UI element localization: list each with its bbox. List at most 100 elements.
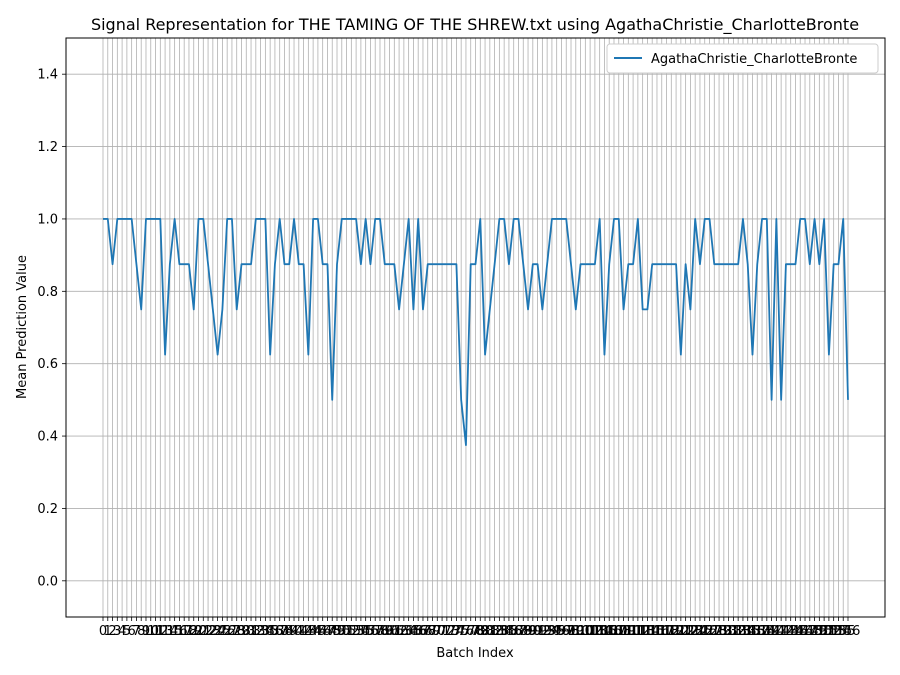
x-tick-label: 140 xyxy=(759,624,784,639)
x-tick-label: 0 xyxy=(99,624,107,639)
x-tick-label: 123 xyxy=(678,624,703,639)
x-tick-label: 107 xyxy=(602,624,627,639)
x-tick-label: 149 xyxy=(802,624,827,639)
x-tick-label: 154 xyxy=(826,624,851,639)
x-tick-label: 63 xyxy=(396,624,413,639)
x-tick-label: 113 xyxy=(630,624,655,639)
y-tick-label: 1.4 xyxy=(37,68,58,83)
y-axis-title: Mean Prediction Value xyxy=(15,255,30,399)
x-tick-label: 3 xyxy=(113,624,121,639)
legend: AgathaChristie_CharlotteBronte xyxy=(606,43,879,74)
x-tick-label: 10 xyxy=(142,624,159,639)
x-tick-label: 35 xyxy=(262,624,279,639)
x-tick-label: 110 xyxy=(616,624,641,639)
x-tick-label: 9 xyxy=(142,624,150,639)
x-tick-label: 96 xyxy=(553,624,570,639)
x-tick-label: 19 xyxy=(185,624,202,639)
x-tick-label: 70 xyxy=(429,624,446,639)
x-tick-label: 122 xyxy=(673,624,698,639)
x-tick-label: 87 xyxy=(510,624,527,639)
x-tick-label: 51 xyxy=(338,624,355,639)
x-tick-label: 56 xyxy=(362,624,379,639)
x-tick-label: 24 xyxy=(209,624,226,639)
x-tick-label: 49 xyxy=(329,624,346,639)
x-tick-label: 146 xyxy=(788,624,813,639)
x-tick-label: 155 xyxy=(831,624,856,639)
x-tick-label: 77 xyxy=(462,624,479,639)
x-tick-label: 21 xyxy=(195,624,212,639)
y-axis-ticks: 0.0 0.2 0.4 0.6 0.8 1.0 1.2 1.4 xyxy=(37,68,66,589)
x-tick-label: 83 xyxy=(491,624,508,639)
x-tick-label: 142 xyxy=(769,624,794,639)
y-tick-label: 0.4 xyxy=(37,430,58,445)
x-tick-label: 138 xyxy=(750,624,775,639)
x-tick-label: 54 xyxy=(353,624,370,639)
x-tick-label: 88 xyxy=(515,624,532,639)
x-tick-label: 32 xyxy=(248,624,265,639)
x-tick-label: 148 xyxy=(797,624,822,639)
x-tick-label: 42 xyxy=(295,624,312,639)
x-tick-label: 26 xyxy=(219,624,236,639)
x-tick-label: 73 xyxy=(443,624,460,639)
x-tick-label: 33 xyxy=(252,624,269,639)
series-line xyxy=(103,218,849,447)
x-tick-label: 82 xyxy=(486,624,503,639)
x-tick-label: 135 xyxy=(735,624,760,639)
x-tick-label: 57 xyxy=(367,624,384,639)
x-tick-label: 17 xyxy=(176,624,193,639)
x-tick-label: 60 xyxy=(381,624,398,639)
x-tick-label: 120 xyxy=(664,624,689,639)
x-tick-label: 125 xyxy=(688,624,713,639)
x-axis-title: Batch Index xyxy=(436,646,514,661)
x-tick-label: 79 xyxy=(472,624,489,639)
x-tick-label: 67 xyxy=(415,624,432,639)
x-tick-label: 102 xyxy=(578,624,603,639)
x-tick-label: 99 xyxy=(568,624,585,639)
x-axis-ticks: 0123456789101112131415161718192021222324… xyxy=(99,617,861,639)
x-tick-label: 111 xyxy=(621,624,646,639)
x-tick-label: 29 xyxy=(233,624,250,639)
x-tick-label: 156 xyxy=(836,624,861,639)
x-tick-label: 16 xyxy=(171,624,188,639)
x-tick-label: 121 xyxy=(668,624,693,639)
y-tick-label: 0.8 xyxy=(37,285,58,300)
x-tick-label: 118 xyxy=(654,624,679,639)
x-tick-label: 124 xyxy=(683,624,708,639)
x-tick-label: 8 xyxy=(137,624,145,639)
x-tick-label: 90 xyxy=(525,624,542,639)
x-tick-label: 84 xyxy=(496,624,513,639)
x-tick-label: 95 xyxy=(548,624,565,639)
x-tick-label: 43 xyxy=(300,624,317,639)
y-tick-label: 0.0 xyxy=(37,574,58,589)
x-tick-label: 143 xyxy=(774,624,799,639)
legend-box xyxy=(606,43,879,74)
x-tick-label: 27 xyxy=(224,624,241,639)
x-tick-label: 119 xyxy=(659,624,684,639)
x-tick-label: 131 xyxy=(716,624,741,639)
x-tick-label: 44 xyxy=(305,624,322,639)
x-tick-label: 41 xyxy=(291,624,308,639)
x-tick-label: 136 xyxy=(740,624,765,639)
x-tick-label: 151 xyxy=(812,624,837,639)
x-tick-label: 55 xyxy=(357,624,374,639)
x-tick-label: 71 xyxy=(434,624,451,639)
x-tick-label: 28 xyxy=(228,624,245,639)
x-tick-label: 133 xyxy=(726,624,751,639)
x-tick-label: 105 xyxy=(592,624,617,639)
x-tick-label: 144 xyxy=(778,624,803,639)
x-tick-label: 66 xyxy=(410,624,427,639)
x-tick-label: 134 xyxy=(731,624,756,639)
x-tick-label: 38 xyxy=(276,624,293,639)
x-tick-label: 106 xyxy=(597,624,622,639)
x-tick-label: 112 xyxy=(625,624,650,639)
x-tick-label: 4 xyxy=(118,624,126,639)
x-tick-label: 23 xyxy=(205,624,222,639)
x-tick-label: 68 xyxy=(419,624,436,639)
x-tick-label: 81 xyxy=(482,624,499,639)
y-tick-label: 1.0 xyxy=(37,212,58,227)
x-tick-label: 74 xyxy=(448,624,465,639)
x-tick-label: 11 xyxy=(147,624,164,639)
x-tick-label: 91 xyxy=(529,624,546,639)
x-tick-label: 126 xyxy=(692,624,717,639)
x-tick-label: 72 xyxy=(439,624,456,639)
